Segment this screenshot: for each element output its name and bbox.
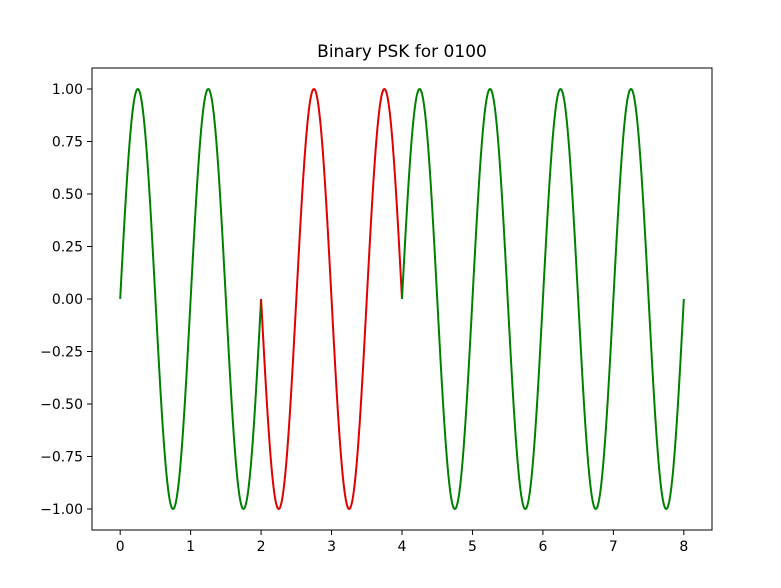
y-tick-label-8: −1.00 xyxy=(40,502,83,518)
x-tick-label-6: 6 xyxy=(538,539,547,555)
x-tick-label-3: 3 xyxy=(327,539,336,555)
y-axis: 1.00 0.75 0.50 0.25 0.00 −0.25 −0.50 −0.75 −1.00 xyxy=(40,82,92,518)
x-tick-label-7: 7 xyxy=(609,539,618,555)
y-tick-label-2: 0.50 xyxy=(52,187,83,203)
x-tick-label-8: 8 xyxy=(679,539,688,555)
x-tick-label-1: 1 xyxy=(186,539,195,555)
y-tick-label-7: −0.75 xyxy=(40,450,83,466)
series-line-2 xyxy=(401,87,685,511)
y-tick-label-4: 0.00 xyxy=(52,292,83,308)
x-tick-label-4: 4 xyxy=(398,539,407,555)
chart-title: Binary PSK for 0100 xyxy=(317,42,487,62)
x-axis: 0 1 2 3 4 5 6 7 8 xyxy=(116,530,688,555)
y-tick-label-6: −0.50 xyxy=(40,397,83,413)
series-layer xyxy=(119,87,685,511)
x-tick-label-0: 0 xyxy=(116,539,125,555)
series-line-1 xyxy=(260,87,403,511)
y-tick-label-3: 0.25 xyxy=(52,240,83,256)
y-tick-label-5: −0.25 xyxy=(40,345,83,361)
y-tick-label-0: 1.00 xyxy=(52,82,83,98)
x-tick-label-2: 2 xyxy=(257,539,266,555)
x-tick-label-5: 5 xyxy=(468,539,477,555)
y-tick-label-1: 0.75 xyxy=(52,135,83,151)
series-line-0 xyxy=(119,87,263,511)
